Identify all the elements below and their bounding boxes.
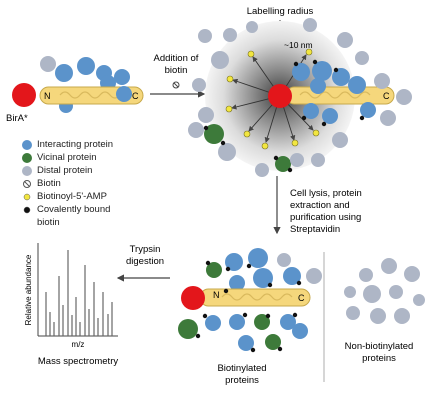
biotin-icon bbox=[172, 81, 180, 89]
legend-label: biotin bbox=[37, 217, 60, 228]
interacting-protein bbox=[77, 57, 95, 75]
interacting-protein bbox=[116, 86, 132, 102]
non-biotinylated-label-line2: proteins bbox=[362, 353, 396, 364]
lysis-label-line2: extraction and bbox=[290, 200, 350, 211]
biotinoyl-amp-dots bbox=[225, 48, 320, 150]
biotinylated-label-line1: Biotinylated bbox=[217, 363, 266, 374]
bound-biotin-dots bbox=[203, 59, 365, 173]
lysis-label-line4: Streptavidin bbox=[290, 224, 340, 235]
non-biotinylated-label-line1: Non-biotinylated bbox=[345, 341, 414, 352]
addition-label-line2: biotin bbox=[165, 65, 188, 76]
interacting-protein bbox=[55, 64, 73, 82]
n-terminus-label-bottom: N bbox=[213, 290, 220, 300]
mass-spec-plot bbox=[37, 243, 118, 337]
lysis-label-line1: Cell lysis, protein bbox=[290, 188, 362, 199]
ms-y-label: Relative abundance bbox=[24, 254, 33, 325]
c-terminus-label: C bbox=[132, 91, 139, 101]
biotinylated-cluster bbox=[178, 248, 322, 351]
addition-label-line1: Addition of bbox=[154, 53, 199, 64]
interacting-protein bbox=[114, 69, 130, 85]
blue-circle-icon bbox=[22, 140, 32, 150]
c-terminus-label-center: C bbox=[383, 91, 390, 101]
distal-protein bbox=[40, 56, 56, 72]
labelling-radius-label: Labelling radius bbox=[247, 6, 314, 17]
legend-label: Interacting protein bbox=[37, 139, 114, 150]
biotinylated-bound-dots bbox=[195, 260, 302, 353]
grey-circle-icon bbox=[22, 166, 32, 176]
radius-value: ~10 nm bbox=[284, 40, 313, 50]
mass-spec-label: Mass spectrometry bbox=[38, 356, 118, 367]
trypsin-label-line1: Trypsin bbox=[130, 244, 161, 255]
n-terminus-label: N bbox=[44, 91, 51, 101]
trypsin-label-line2: digestion bbox=[126, 256, 164, 267]
legend-label: Biotin bbox=[37, 178, 61, 189]
c-terminus-label-bottom: C bbox=[298, 293, 305, 303]
legend-label: Vicinal protein bbox=[37, 152, 97, 163]
bira-enzyme-center bbox=[268, 84, 292, 108]
ms-peaks bbox=[45, 250, 113, 336]
non-biotinylated-cluster bbox=[344, 258, 425, 324]
green-circle-icon bbox=[22, 153, 32, 163]
bait-fusion-left bbox=[12, 56, 144, 113]
bira-label: BirA* bbox=[6, 113, 28, 124]
lysis-label-line3: purification using bbox=[290, 212, 361, 223]
biotin-icon bbox=[22, 179, 32, 192]
center-proteins bbox=[188, 18, 412, 177]
bira-enzyme bbox=[12, 83, 36, 107]
legend-label: Biotinoyl-5'-AMP bbox=[37, 191, 107, 202]
yellow-dot-icon bbox=[22, 192, 32, 205]
legend-label: Distal protein bbox=[37, 165, 93, 176]
black-dot-icon bbox=[22, 205, 32, 218]
legend-label: Covalently bound bbox=[37, 204, 111, 215]
ms-x-label: m/z bbox=[72, 340, 85, 349]
biotinylated-label-line2: proteins bbox=[225, 375, 259, 386]
